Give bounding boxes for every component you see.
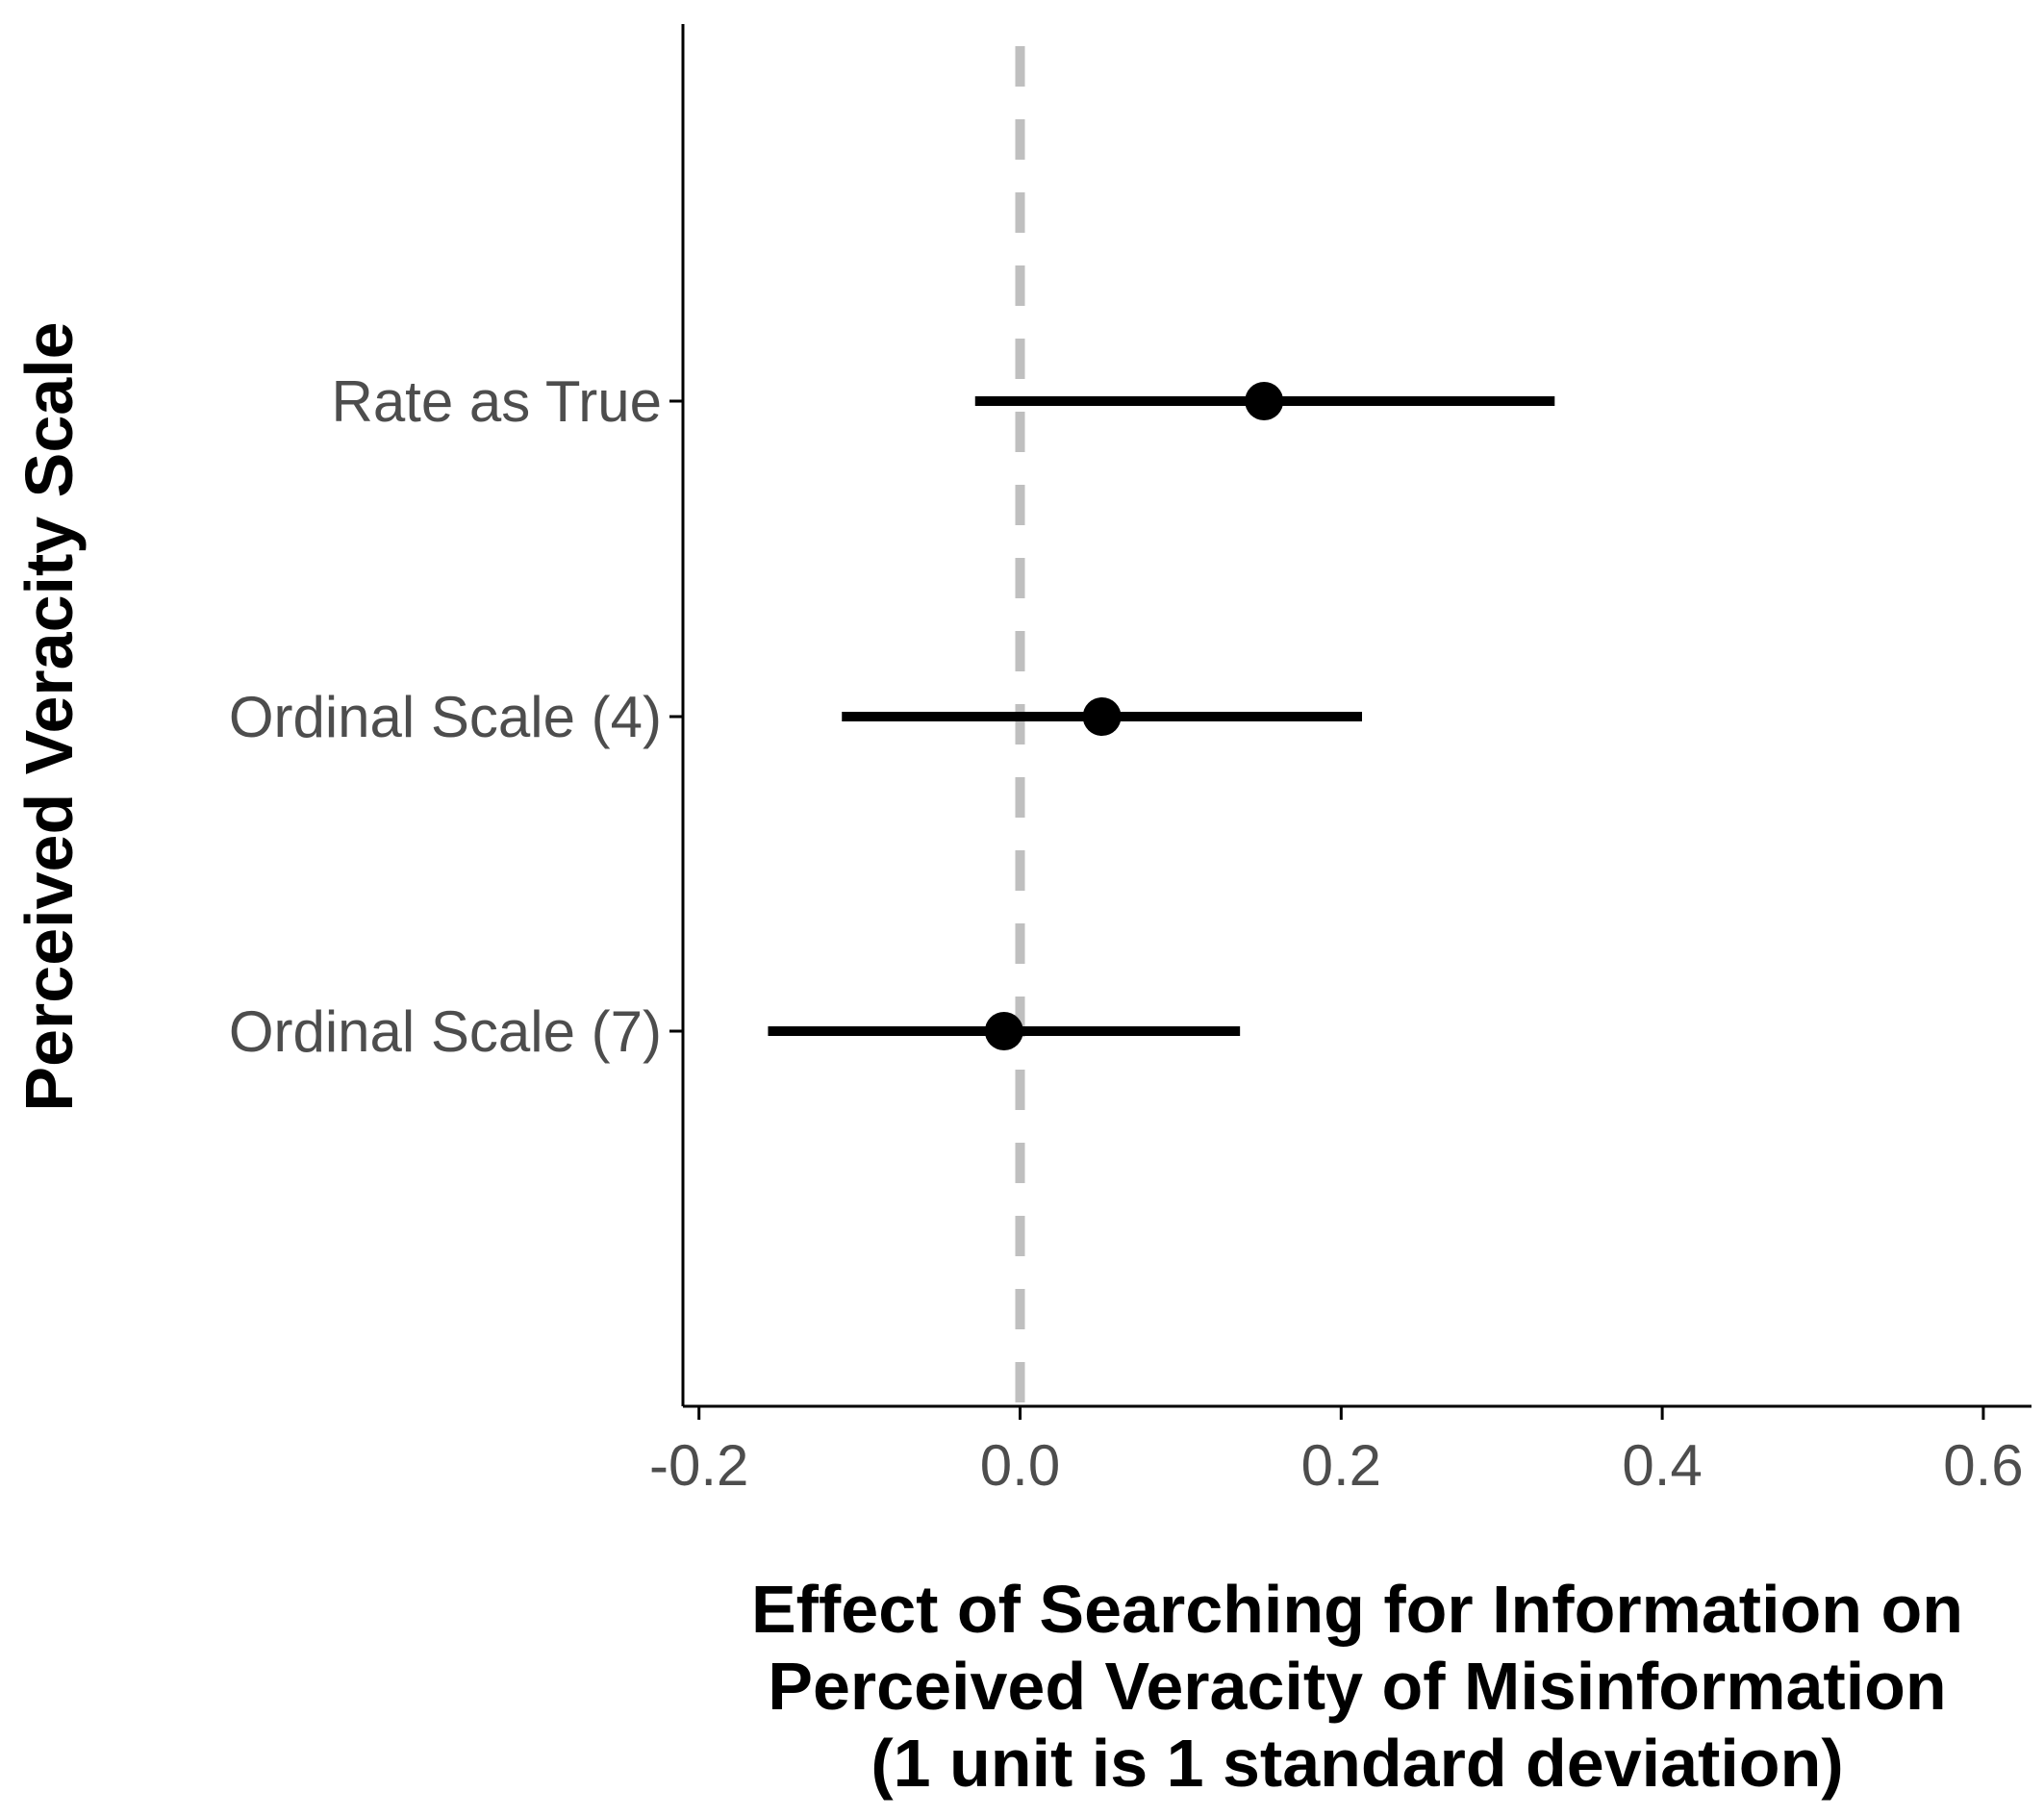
x-axis-ticks: -0.2 0.0 0.2 0.4 0.6 [649,1406,2024,1498]
data-marks [768,382,1555,1050]
y-tick-label: Rate as True [331,369,662,434]
x-axis-title-line-1: Effect of Searching for Information on [751,1572,1963,1647]
estimate-point [1245,382,1284,420]
x-tick-label: 0.0 [980,1433,1060,1498]
y-axis-title: Perceived Veracity Scale [12,321,87,1111]
x-axis-title: Effect of Searching for Information on P… [751,1572,1963,1801]
x-tick-label: -0.2 [649,1433,748,1498]
y-tick-label: Ordinal Scale (7) [229,999,662,1064]
y-axis-ticks: Rate as True Ordinal Scale (4) Ordinal Sca… [229,369,683,1064]
x-axis-title-line-2: Perceived Veracity of Misinformation [768,1649,1946,1724]
x-axis-title-line-3: (1 unit is 1 standard deviation) [871,1726,1843,1801]
estimate-point [984,1012,1023,1050]
estimate-point [1082,697,1122,736]
y-tick-label: Ordinal Scale (4) [229,685,662,749]
x-tick-label: 0.2 [1301,1433,1381,1498]
x-tick-label: 0.6 [1943,1433,2023,1498]
x-tick-label: 0.4 [1622,1433,1702,1498]
